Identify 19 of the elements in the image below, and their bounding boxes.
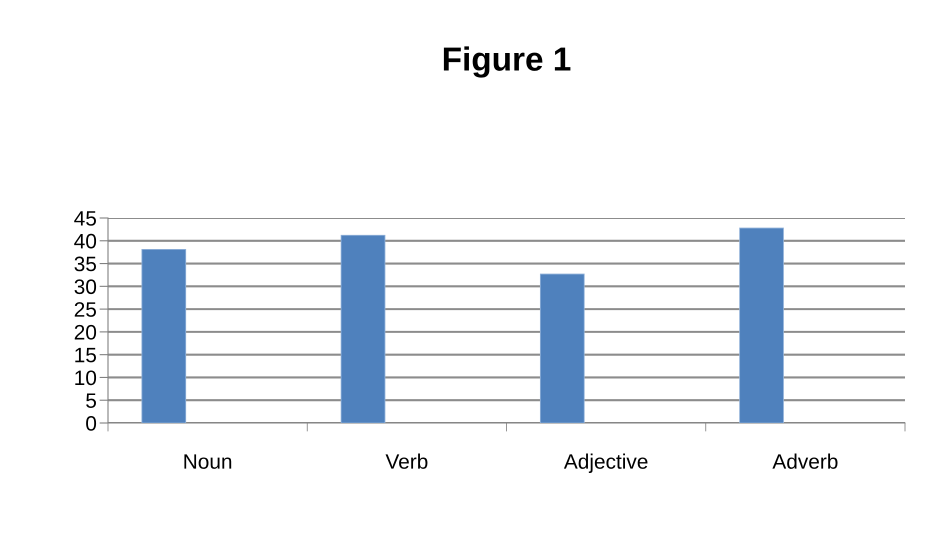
y-tick-label: 0 (86, 416, 96, 431)
y-tick-label: 15 (75, 348, 96, 362)
x-tick-label: Adverb (772, 454, 838, 469)
bar (739, 228, 784, 423)
y-tick-label: 30 (74, 279, 96, 294)
chart-title: Figure 1 (444, 46, 570, 78)
bar (141, 249, 186, 423)
y-tick-label: 10 (75, 370, 96, 386)
bar (540, 274, 585, 423)
y-tick-label: 20 (74, 324, 96, 340)
bar (340, 234, 386, 423)
y-tick-label: 25 (74, 302, 96, 317)
y-tick-label: 35 (74, 256, 96, 272)
x-tick-label: Noun (184, 454, 232, 469)
y-tick-label: 45 (74, 211, 96, 226)
x-tick-label: Adjective (564, 454, 648, 473)
y-tick-label: 5 (86, 393, 96, 408)
y-tick-label: 40 (74, 234, 96, 249)
x-tick-label: Verb (386, 454, 428, 469)
